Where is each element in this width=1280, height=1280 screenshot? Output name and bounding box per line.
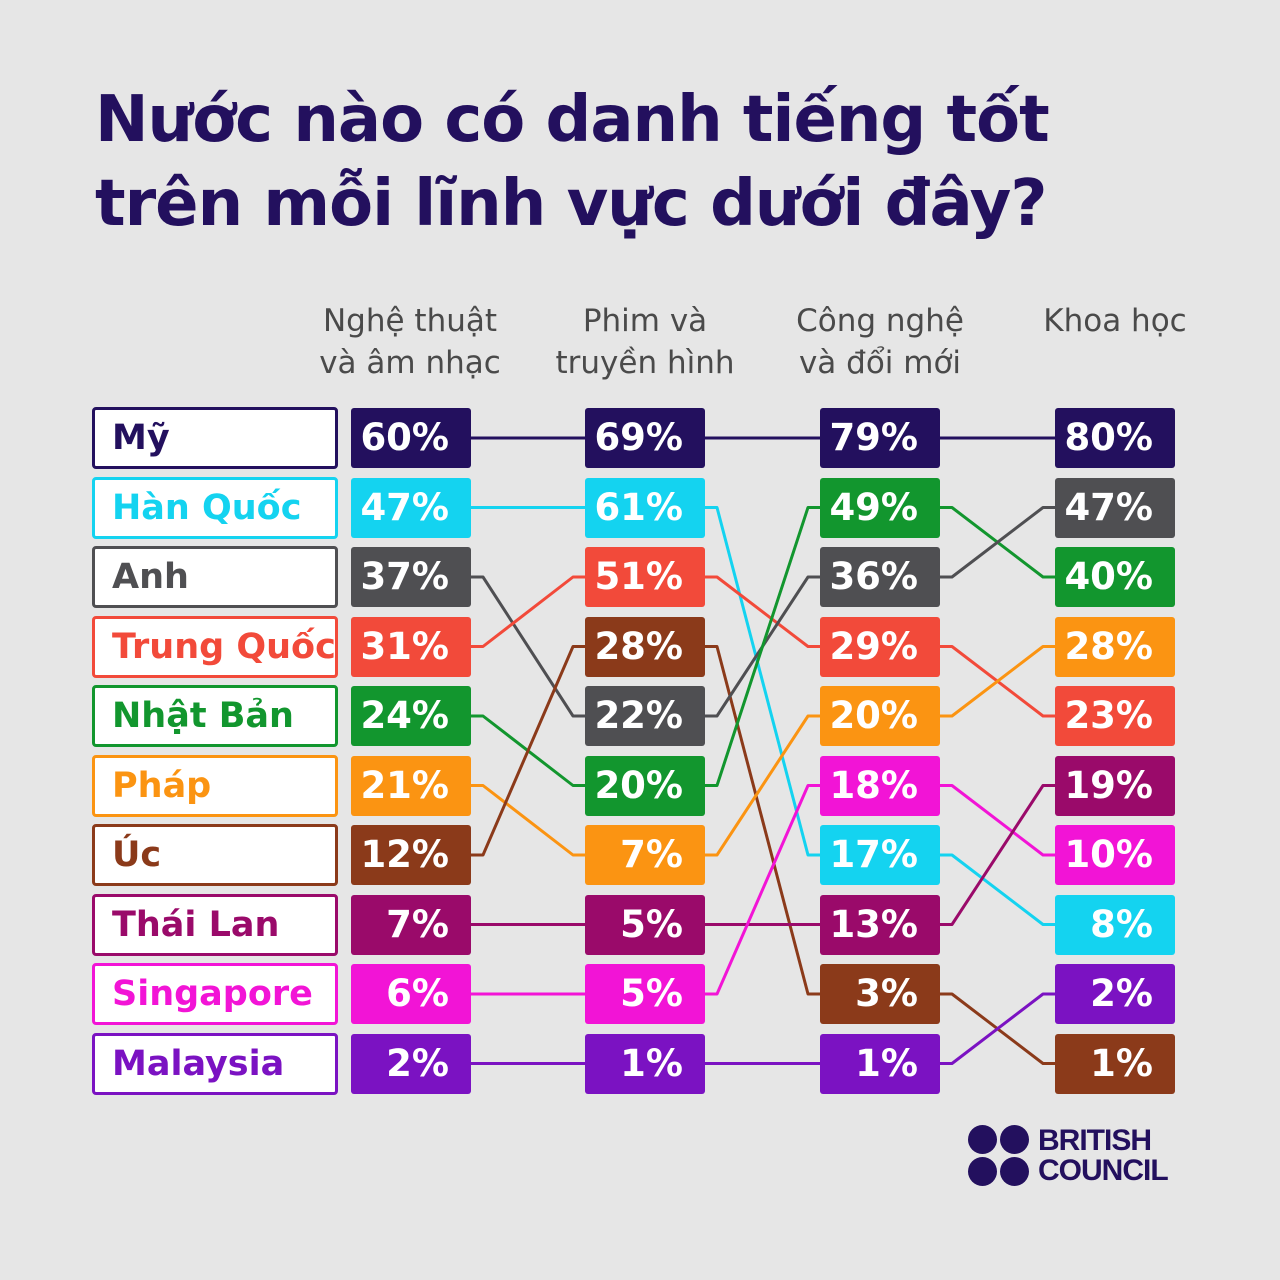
value-box-tech-anh: 36% — [820, 547, 940, 607]
connector-line-trung-quoc-film-tech — [705, 575, 820, 648]
column-header-art-line-1: Nghệ thuật — [322, 303, 498, 339]
connector-line-uc-film-tech — [705, 645, 820, 996]
country-label-my: Mỹ — [92, 407, 338, 469]
column-header-tech: Công nghệ và đổi mới — [760, 300, 1000, 384]
value-box-science-uc: 1% — [1055, 1033, 1175, 1094]
connector-line-anh-tech-science — [940, 506, 1055, 579]
column-header-tech-line-1: Công nghệ — [796, 303, 964, 339]
column-header-art-line-2: và âm nhạc — [319, 345, 501, 381]
value-box-tech-thai-lan: 13% — [820, 894, 940, 955]
value-box-science-han-quoc: 8% — [1055, 894, 1175, 955]
value-box-art-my: 60% — [351, 408, 471, 468]
logo-wordmark: BRITISH COUNCIL — [1038, 1124, 1169, 1187]
connector-line-anh-art-film — [471, 575, 585, 718]
country-label-nhat-ban: Nhật Bản — [92, 685, 338, 747]
column-header-art: Nghệ thuật và âm nhạc — [290, 300, 530, 384]
value-box-tech-phap: 20% — [820, 686, 940, 746]
connector-line-trung-quoc-art-film — [471, 575, 585, 648]
connector-line-thai-lan-tech-science — [940, 784, 1055, 926]
connector-line-phap-tech-science — [940, 645, 1055, 718]
value-box-film-malaysia: 1% — [585, 1033, 705, 1094]
column-header-film-line-1: Phim và — [582, 303, 708, 339]
logo-dot-icon — [968, 1157, 997, 1186]
connector-line-han-quoc-film-tech — [705, 506, 820, 857]
value-box-science-phap: 28% — [1055, 616, 1175, 677]
value-box-science-anh: 47% — [1055, 477, 1175, 538]
column-header-film: Phim và truyền hình — [525, 300, 765, 384]
value-box-science-my: 80% — [1055, 408, 1175, 468]
value-box-film-han-quoc: 61% — [585, 477, 705, 538]
value-box-film-anh: 22% — [585, 686, 705, 746]
connector-line-singapore-film-tech — [705, 784, 820, 996]
value-box-tech-singapore: 18% — [820, 755, 940, 816]
logo-dot-icon — [968, 1125, 997, 1154]
value-box-tech-trung-quoc: 29% — [820, 616, 940, 677]
chart-title: Nước nào có danh tiếng tốt trên mỗi lĩnh… — [95, 78, 1195, 246]
column-header-science: Khoa học — [995, 300, 1235, 342]
logo-text-line-1: BRITISH — [1038, 1124, 1152, 1157]
value-box-film-uc: 28% — [585, 616, 705, 677]
value-box-film-trung-quoc: 51% — [585, 547, 705, 607]
value-box-tech-nhat-ban: 49% — [820, 477, 940, 538]
connector-line-han-quoc-tech-science — [940, 853, 1055, 926]
country-label-trung-quoc: Trung Quốc — [92, 615, 338, 678]
country-label-malaysia: Malaysia — [92, 1032, 338, 1095]
logo-dot-icon — [1000, 1125, 1029, 1154]
logo-dot-icon — [1000, 1157, 1029, 1186]
value-box-art-nhat-ban: 24% — [351, 686, 471, 746]
british-council-logo: BRITISH COUNCIL — [968, 1125, 1188, 1189]
connector-line-phap-film-tech — [705, 714, 820, 857]
country-label-thai-lan: Thái Lan — [92, 893, 338, 956]
country-label-uc: Úc — [92, 824, 338, 886]
value-box-art-phap: 21% — [351, 755, 471, 816]
value-box-film-nhat-ban: 20% — [585, 755, 705, 816]
chart-title-line-2: trên mỗi lĩnh vực dưới đây? — [95, 167, 1048, 241]
value-box-art-uc: 12% — [351, 825, 471, 885]
connector-line-phap-art-film — [471, 784, 585, 857]
value-box-art-han-quoc: 47% — [351, 477, 471, 538]
connector-line-singapore-tech-science — [940, 784, 1055, 857]
value-box-tech-han-quoc: 17% — [820, 825, 940, 885]
value-box-film-thai-lan: 5% — [585, 894, 705, 955]
value-box-art-trung-quoc: 31% — [351, 616, 471, 677]
country-label-phap: Pháp — [92, 754, 338, 817]
value-box-tech-uc: 3% — [820, 964, 940, 1024]
column-header-science-line-2: Khoa học — [1043, 303, 1187, 339]
value-box-art-thai-lan: 7% — [351, 894, 471, 955]
value-box-film-singapore: 5% — [585, 964, 705, 1024]
column-header-film-line-2: truyền hình — [555, 345, 735, 381]
value-box-film-my: 69% — [585, 408, 705, 468]
value-box-tech-my: 79% — [820, 408, 940, 468]
value-box-art-malaysia: 2% — [351, 1033, 471, 1094]
column-header-tech-line-2: và đổi mới — [798, 345, 962, 381]
value-box-science-malaysia: 2% — [1055, 964, 1175, 1024]
logo-text-line-2: COUNCIL — [1038, 1154, 1169, 1187]
country-label-han-quoc: Hàn Quốc — [92, 476, 338, 539]
value-box-science-singapore: 10% — [1055, 825, 1175, 885]
value-box-science-nhat-ban: 40% — [1055, 547, 1175, 607]
connector-line-uc-art-film — [471, 645, 585, 857]
chart-title-line-1: Nước nào có danh tiếng tốt — [95, 83, 1050, 157]
connector-line-nhat-ban-film-tech — [705, 506, 820, 787]
country-label-singapore: Singapore — [92, 963, 338, 1025]
value-box-film-phap: 7% — [585, 825, 705, 885]
value-box-science-trung-quoc: 23% — [1055, 686, 1175, 746]
connector-line-malaysia-tech-science — [940, 992, 1055, 1065]
value-box-tech-malaysia: 1% — [820, 1033, 940, 1094]
value-box-art-singapore: 6% — [351, 964, 471, 1024]
country-label-anh: Anh — [92, 546, 338, 608]
value-box-science-thai-lan: 19% — [1055, 755, 1175, 816]
value-box-art-anh: 37% — [351, 547, 471, 607]
